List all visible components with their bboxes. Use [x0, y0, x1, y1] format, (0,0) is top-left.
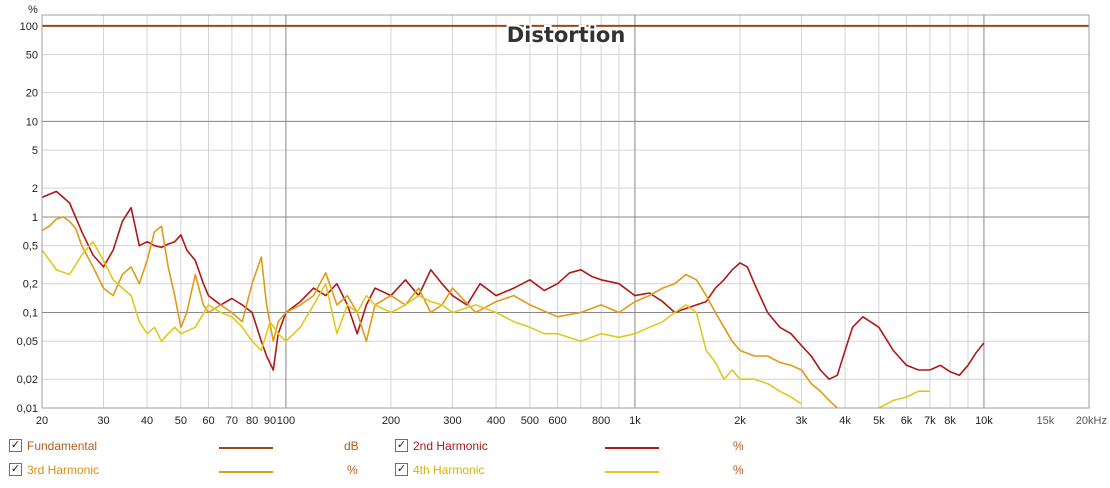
x-tick-label: 80	[246, 415, 258, 427]
x-tick-label: 40	[141, 415, 153, 427]
x-tick-label: 3k	[796, 415, 808, 427]
checkbox-4th-harmonic[interactable]: ✓	[395, 463, 408, 476]
x-tick-label: 2k	[734, 415, 746, 427]
plot-background	[42, 15, 1089, 408]
legend-item-3rd-harmonic[interactable]: ✓ 3rd Harmonic %	[9, 460, 369, 480]
x-tick-label: 100	[277, 415, 295, 427]
legend-unit-4th-harmonic: %	[733, 463, 744, 477]
y-axis-label: %	[28, 4, 38, 16]
legend-swatch-2nd-harmonic	[605, 447, 659, 449]
y-tick-label: 10	[26, 116, 38, 128]
y-tick-label: 0,5	[23, 241, 38, 253]
legend-swatch-3rd-harmonic	[219, 471, 273, 473]
x-tick-label: 70	[226, 415, 238, 427]
axes: 20 30 40 50 60 70 80 90 100 200 300 400 500 600 800 1k 2…	[17, 14, 1107, 427]
y-tick-label: 20	[26, 88, 38, 100]
x-tick-label: 6k	[901, 415, 913, 427]
checkbox-3rd-harmonic[interactable]: ✓	[9, 463, 22, 476]
x-tick-label: 600	[548, 415, 566, 427]
y-tick-label: 1	[32, 212, 38, 224]
legend-label-2nd-harmonic: 2nd Harmonic	[413, 439, 488, 453]
x-tick-label: 20kHz	[1076, 415, 1107, 427]
y-tick-label: 0,2	[23, 279, 38, 291]
x-tick-label: 5k	[873, 415, 885, 427]
x-tick-label: 10k	[975, 415, 993, 427]
legend-label-4th-harmonic: 4th Harmonic	[413, 463, 485, 477]
x-tick-label: 20	[36, 415, 48, 427]
x-tick-label: 30	[97, 415, 109, 427]
x-tick-label: 50	[175, 415, 187, 427]
series-group	[41, 24, 1089, 409]
series-4th-harmonic	[41, 240, 930, 409]
x-tick-label: 15k	[1037, 415, 1055, 427]
x-tick-label: 800	[592, 415, 610, 427]
x-tick-label: 8k	[944, 415, 956, 427]
checkbox-2nd-harmonic[interactable]: ✓	[395, 439, 408, 452]
legend-label-3rd-harmonic: 3rd Harmonic	[27, 463, 100, 477]
legend-item-fundamental[interactable]: ✓ Fundamental dB	[9, 436, 369, 456]
x-tick-label: 400	[487, 415, 505, 427]
legend-unit-fundamental: dB	[344, 439, 359, 453]
plot-frame	[41, 14, 1090, 409]
x-tick-label: 1k	[629, 415, 641, 427]
x-tick-label: 200	[382, 415, 400, 427]
legend-unit-2nd-harmonic: %	[733, 439, 744, 453]
legend-swatch-fundamental	[219, 447, 273, 449]
x-tick-label: 90	[264, 415, 276, 427]
y-tick-label: 0,1	[23, 307, 38, 319]
y-tick-label: 0,05	[17, 336, 38, 348]
legend-swatch-4th-harmonic	[605, 471, 659, 473]
x-tick-label: 7k	[924, 415, 936, 427]
y-tick-label: 2	[32, 183, 38, 195]
checkbox-fundamental[interactable]: ✓	[9, 439, 22, 452]
legend-item-4th-harmonic[interactable]: ✓ 4th Harmonic %	[395, 460, 755, 480]
legend-unit-3rd-harmonic: %	[347, 463, 358, 477]
y-tick-label: 0,02	[17, 374, 38, 386]
legend-label-fundamental: Fundamental	[27, 439, 98, 453]
distortion-chart: 20 30 40 50 60 70 80 90 100 200 300 400 500 600 800 1k 2…	[17, 4, 1107, 427]
x-tick-label: 300	[443, 415, 461, 427]
chart-title: Distortion	[507, 23, 626, 47]
grid	[41, 15, 1090, 409]
y-tick-label: 5	[32, 145, 38, 157]
legend-item-2nd-harmonic[interactable]: ✓ 2nd Harmonic %	[395, 436, 755, 456]
x-tick-label: 4k	[839, 415, 851, 427]
series-2nd-harmonic	[41, 190, 985, 380]
legend: ✓ Fundamental dB ✓ 2nd Harmonic % ✓ 3rd …	[0, 432, 1110, 488]
x-tick-label: 500	[521, 415, 539, 427]
y-tick-label: 100	[20, 21, 38, 33]
y-tick-label: 0,01	[17, 403, 38, 415]
series-3rd-harmonic	[41, 216, 838, 409]
x-tick-label: 60	[202, 415, 214, 427]
y-tick-label: 50	[26, 50, 38, 62]
